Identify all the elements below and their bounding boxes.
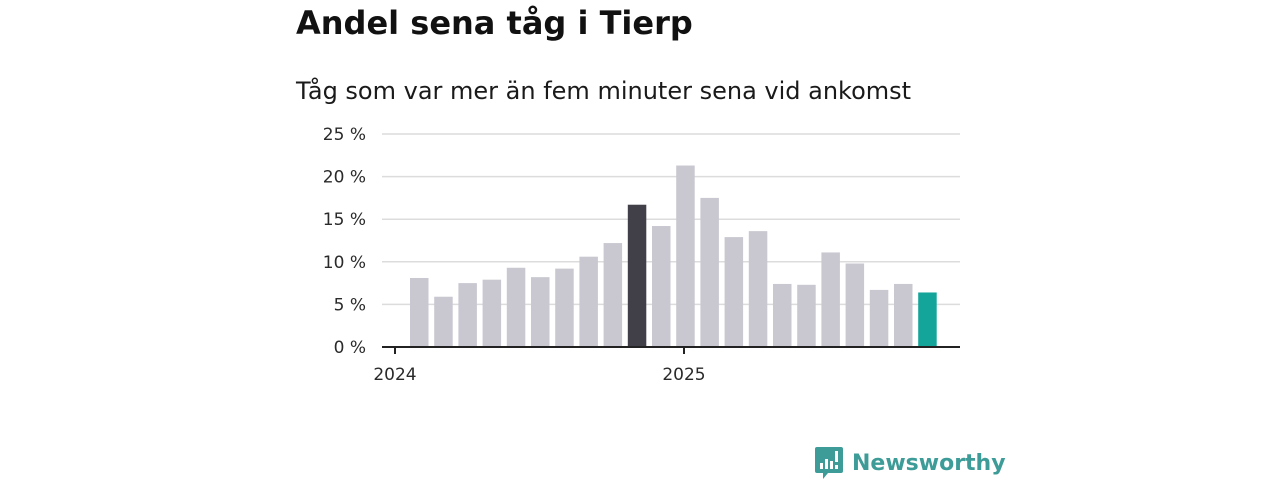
bar [748, 231, 768, 347]
y-tick-label: 20 % [323, 168, 366, 188]
bar [894, 283, 913, 347]
bar [797, 284, 816, 347]
y-tick-label: 0 % [334, 338, 366, 358]
bar [579, 256, 598, 347]
y-tick-label: 10 % [323, 253, 366, 273]
bars [410, 165, 937, 347]
bar [531, 277, 550, 347]
bar [482, 279, 502, 347]
bar [555, 268, 574, 347]
bar [506, 267, 526, 347]
bar [918, 292, 937, 347]
x-axis [382, 346, 960, 354]
y-tick-label: 15 % [323, 210, 366, 230]
brand-name: Newsworthy [852, 450, 1006, 476]
chart-title: Andel sena tåg i Tierp [296, 4, 693, 42]
chart-subtitle: Tåg som var mer än fem minuter sena vid … [296, 77, 912, 105]
bar [652, 226, 671, 347]
grid-lines [382, 133, 960, 306]
y-tick-label: 25 % [323, 125, 366, 145]
x-tick-label: 2025 [662, 365, 705, 385]
bar [700, 197, 719, 347]
bar [676, 165, 695, 347]
bar [627, 204, 647, 347]
bar [845, 263, 865, 347]
bar [869, 289, 889, 347]
bar [410, 277, 429, 347]
bar [773, 283, 792, 347]
brand-logo: Newsworthy [814, 446, 1006, 480]
bar [724, 237, 744, 347]
bar [821, 252, 840, 347]
x-tick-label: 2024 [373, 365, 416, 385]
y-tick-label: 5 % [334, 295, 366, 315]
bar [603, 243, 623, 347]
newsworthy-logo-icon [815, 447, 843, 479]
axis-labels: 0 % 5 % 10 % 15 % 20 % 25 % 2024 2025 [323, 125, 706, 385]
bar [434, 296, 453, 347]
bar [458, 283, 477, 347]
